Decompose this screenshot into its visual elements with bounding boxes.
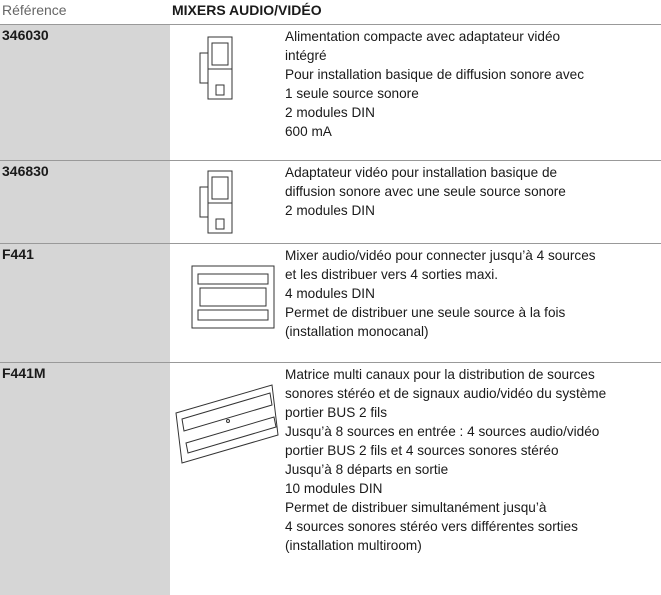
row: F441 Mixer audio/vidéo pour connecter ju… [0,243,661,362]
product-icon [199,36,233,100]
reference: 346030 [0,25,170,160]
description-line: 10 modules DIN [285,481,383,496]
description-line: 1 seule source sonore [285,86,419,101]
section-title: MIXERS AUDIO/VIDÉO [172,2,322,18]
description: Matrice multi canaux pour la distributio… [285,365,661,555]
description-line: Jusqu’à 8 départs en sortie [285,462,449,477]
description-line: (installation monocanal) [285,324,429,339]
reference: F441M [0,363,170,595]
description-line: 600 mA [285,124,332,139]
description-line: portier BUS 2 fils et 4 sources sonores … [285,443,559,458]
description-line: 2 modules DIN [285,105,375,120]
description-line: 4 modules DIN [285,286,375,301]
product-icon [199,170,233,234]
reference: F441 [0,244,170,362]
description-line: Jusqu’à 8 sources en entrée : 4 sources … [285,424,600,439]
row: 346030 Alimentation compacte avec adapta… [0,24,661,160]
description-line: Mixer audio/vidéo pour connecter jusqu’à… [285,248,596,263]
description: Mixer audio/vidéo pour connecter jusqu’à… [285,246,661,341]
product-icon [175,384,279,464]
column-label: Référence [2,2,67,18]
description-line: Permet de distribuer une seule source à … [285,305,566,320]
description-line: Alimentation compacte avec adaptateur vi… [285,29,561,44]
row: 346830 Adaptateur vidéo pour installatio… [0,160,661,243]
description-line: Permet de distribuer simultanément jusqu… [285,500,547,515]
row: F441M Matrice multi canaux pour la distr… [0,362,661,595]
description-line: sonores stéréo et de signaux audio/vidéo… [285,386,607,401]
description-line: Matrice multi canaux pour la distributio… [285,367,595,382]
description: Alimentation compacte avec adaptateur vi… [285,27,661,141]
description-line: (installation multiroom) [285,538,422,553]
description-line: diffusion sonore avec une seule source s… [285,184,566,199]
description: Adaptateur vidéo pour installation basiq… [285,163,661,220]
description-line: 4 sources sonores stéréo vers différente… [285,519,578,534]
product-icon [191,265,275,329]
description-line: intégré [285,48,327,63]
description-line: portier BUS 2 fils [285,405,387,420]
description-line: Pour installation basique de diffusion s… [285,67,585,82]
description-line: et les distribuer vers 4 sorties maxi. [285,267,499,282]
description-line: Adaptateur vidéo pour installation basiq… [285,165,558,180]
description-line: 2 modules DIN [285,203,375,218]
reference: 346830 [0,161,170,243]
